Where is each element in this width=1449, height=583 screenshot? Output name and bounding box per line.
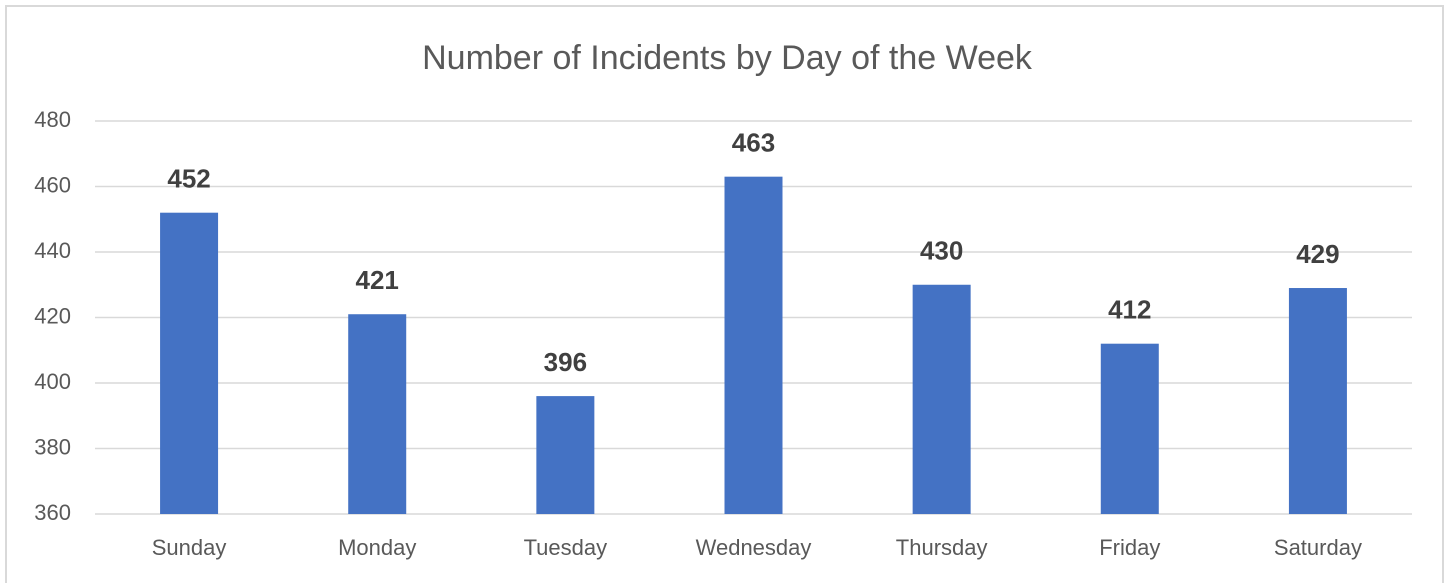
bar (1288, 288, 1347, 514)
data-label: 429 (1296, 239, 1339, 269)
x-tick-label: Thursday (896, 535, 988, 560)
y-tick-label: 440 (34, 238, 71, 263)
bar (724, 176, 783, 515)
data-label: 430 (920, 236, 963, 266)
bar (912, 284, 971, 514)
y-tick-label: 400 (34, 369, 71, 394)
bar (348, 314, 407, 514)
bar (536, 396, 595, 514)
data-label: 412 (1108, 295, 1151, 325)
y-tick-label: 460 (34, 172, 71, 197)
x-tick-label: Wednesday (696, 535, 812, 560)
data-label: 421 (356, 265, 399, 295)
bar (1100, 343, 1159, 514)
chart-title: Number of Incidents by Day of the Week (422, 39, 1033, 77)
data-label: 396 (544, 347, 587, 377)
data-label: 463 (732, 128, 775, 158)
y-tick-label: 480 (34, 107, 71, 132)
x-tick-label: Friday (1099, 535, 1160, 560)
x-tick-label: Saturday (1274, 535, 1362, 560)
x-tick-label: Sunday (152, 535, 227, 560)
data-label: 452 (167, 164, 210, 194)
y-tick-label: 380 (34, 434, 71, 459)
y-tick-label: 420 (34, 303, 71, 328)
x-tick-label: Tuesday (524, 535, 608, 560)
y-tick-label: 360 (34, 500, 71, 525)
bar (160, 212, 219, 514)
x-tick-label: Monday (338, 535, 416, 560)
